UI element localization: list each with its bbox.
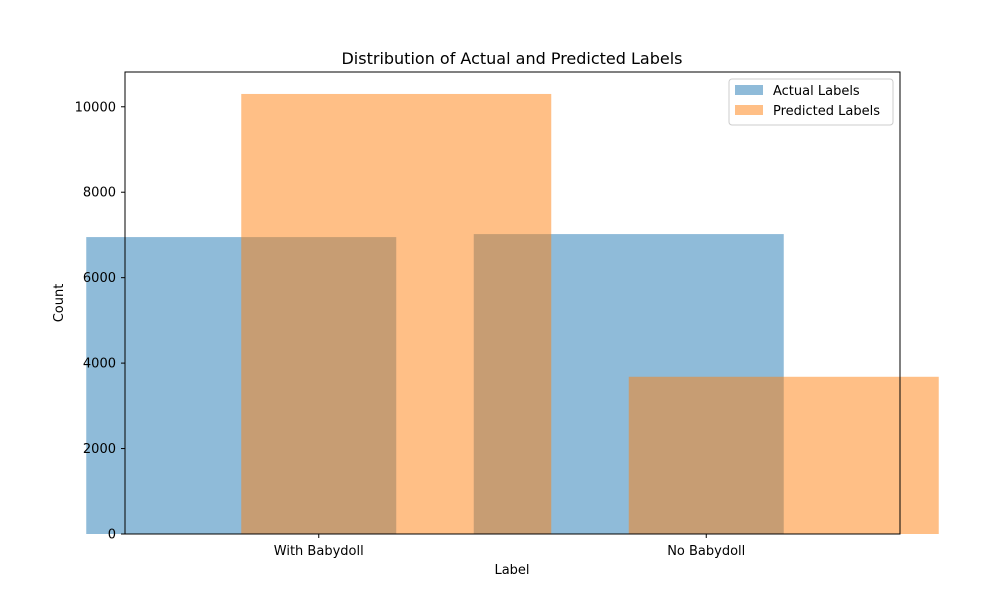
y-tick-label: 4000 <box>83 357 116 372</box>
x-axis: With Babydoll No Babydoll <box>274 534 745 559</box>
legend-label-actual: Actual Labels <box>773 84 860 99</box>
legend-swatch-predicted <box>735 105 763 115</box>
y-axis: 0 2000 4000 6000 8000 10000 <box>75 100 125 543</box>
bar-predicted-0 <box>241 93 552 534</box>
bar-predicted-1 <box>628 376 939 534</box>
legend-label-predicted: Predicted Labels <box>773 104 880 119</box>
x-tick-label: With Babydoll <box>274 544 364 559</box>
y-tick-label: 2000 <box>83 442 116 457</box>
legend: Actual Labels Predicted Labels <box>728 78 894 126</box>
x-axis-label: Label <box>494 563 529 578</box>
y-axis-label: Count <box>52 284 67 323</box>
y-tick-label: 10000 <box>75 100 116 115</box>
y-tick-label: 0 <box>108 528 116 543</box>
bars-layer <box>86 93 939 534</box>
y-tick-label: 8000 <box>83 186 116 201</box>
legend-box <box>728 78 894 126</box>
legend-swatch-actual <box>735 85 763 95</box>
y-tick-label: 6000 <box>83 271 116 286</box>
plot-frame <box>124 71 901 535</box>
x-tick-label: No Babydoll <box>667 544 745 559</box>
chart-title: Distribution of Actual and Predicted Lab… <box>341 49 682 68</box>
